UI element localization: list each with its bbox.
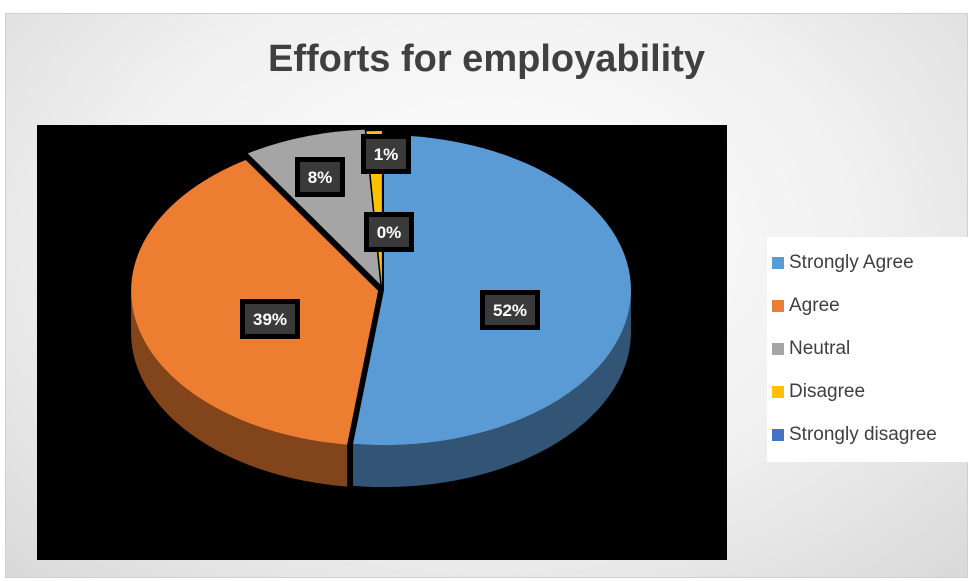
pie-data-labels: 52% 39% 8% 1% 0%	[240, 134, 540, 339]
pie-sides	[131, 290, 631, 488]
svg-text:52%: 52%	[493, 301, 527, 320]
legend-swatch	[772, 385, 784, 398]
pie-side-agree	[131, 290, 348, 487]
data-label-strongly-disagree: 0%	[364, 212, 414, 252]
legend-item-strongly-agree: Strongly Agree	[767, 241, 971, 284]
pie-slices	[131, 129, 631, 446]
legend-item-disagree: Disagree	[767, 370, 971, 413]
svg-text:8%: 8%	[308, 168, 333, 187]
legend-item-strongly-disagree: Strongly disagree	[767, 413, 971, 456]
svg-text:39%: 39%	[253, 310, 287, 329]
legend-swatch	[772, 256, 784, 269]
legend: Strongly Agree Agree Neutral Disagree Strong…	[767, 237, 971, 462]
chart-title: Efforts for employability	[267, 38, 706, 80]
legend-label: Strongly Agree	[789, 251, 914, 273]
legend-label: Disagree	[789, 380, 866, 402]
legend-item-agree: Agree	[767, 284, 971, 327]
legend-label: Neutral	[789, 337, 851, 359]
data-label-agree: 39%	[240, 299, 300, 339]
data-label-disagree: 1%	[361, 134, 411, 174]
data-label-neutral: 8%	[295, 157, 345, 197]
pie-slice-neutral	[247, 129, 381, 285]
legend-item-neutral: Neutral	[767, 327, 971, 370]
legend-label: Strongly disagree	[789, 423, 937, 445]
svg-text:1%: 1%	[374, 145, 399, 164]
pie-chart: 52% 39% 8% 1% 0%	[131, 129, 631, 488]
legend-swatch	[772, 342, 784, 355]
legend-swatch	[772, 299, 784, 312]
pie-side-strongly-agree	[353, 290, 631, 488]
data-label-strongly-agree: 52%	[480, 290, 540, 330]
legend-swatch	[772, 428, 784, 441]
legend-label: Agree	[789, 294, 840, 316]
svg-text:0%: 0%	[377, 223, 402, 242]
